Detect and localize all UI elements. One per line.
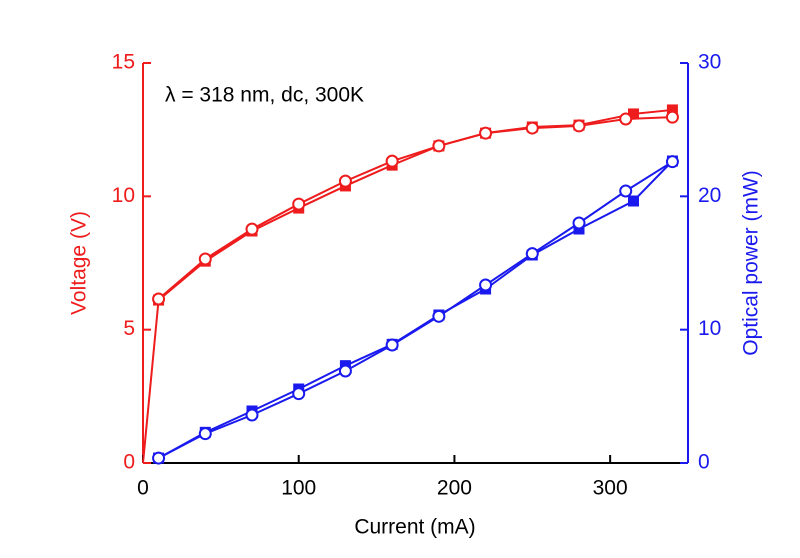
marker (245, 222, 259, 236)
y2-tick-label: 30 (698, 51, 721, 74)
marker (665, 110, 679, 124)
y2-tick-label: 20 (698, 184, 721, 207)
y-tick-label: 0 (123, 451, 135, 474)
marker (152, 451, 166, 465)
marker (292, 387, 306, 401)
marker (525, 121, 539, 135)
marker (666, 104, 678, 116)
marker (619, 184, 633, 198)
marker (479, 126, 493, 140)
marker (572, 216, 586, 230)
x-tick-label: 300 (593, 477, 628, 500)
y2-axis-label: Optical power (mW) (740, 170, 763, 356)
y-tick-label: 5 (123, 317, 135, 340)
marker (432, 309, 446, 323)
y2-tick-label: 10 (698, 317, 721, 340)
marker (628, 108, 639, 120)
y-tick-label: 15 (112, 51, 135, 74)
marker (198, 427, 212, 441)
series-line (158, 160, 674, 459)
marker (619, 112, 633, 126)
y2-tick-label: 0 (698, 451, 710, 474)
y-tick-label: 10 (112, 184, 135, 207)
annotation: λ = 318 nm, dc, 300K (165, 84, 364, 107)
marker (665, 155, 679, 169)
marker (479, 278, 493, 292)
x-tick-label: 200 (437, 477, 472, 500)
marker (572, 119, 586, 133)
marker (628, 195, 639, 207)
marker (292, 197, 306, 211)
marker (385, 338, 399, 352)
x-tick-label: 100 (281, 477, 316, 500)
y-axis-label: Voltage (V) (68, 211, 91, 315)
marker (432, 139, 446, 153)
marker (525, 247, 539, 261)
marker (385, 154, 399, 168)
series-line (142, 108, 673, 464)
marker (338, 174, 352, 188)
marker (198, 252, 212, 266)
marker (245, 408, 259, 422)
marker (338, 364, 352, 378)
x-tick-label: 0 (137, 477, 149, 500)
series-line (157, 116, 673, 300)
marker (152, 292, 166, 306)
series-line (158, 160, 673, 459)
x-axis-label: Current (mA) (354, 516, 475, 539)
